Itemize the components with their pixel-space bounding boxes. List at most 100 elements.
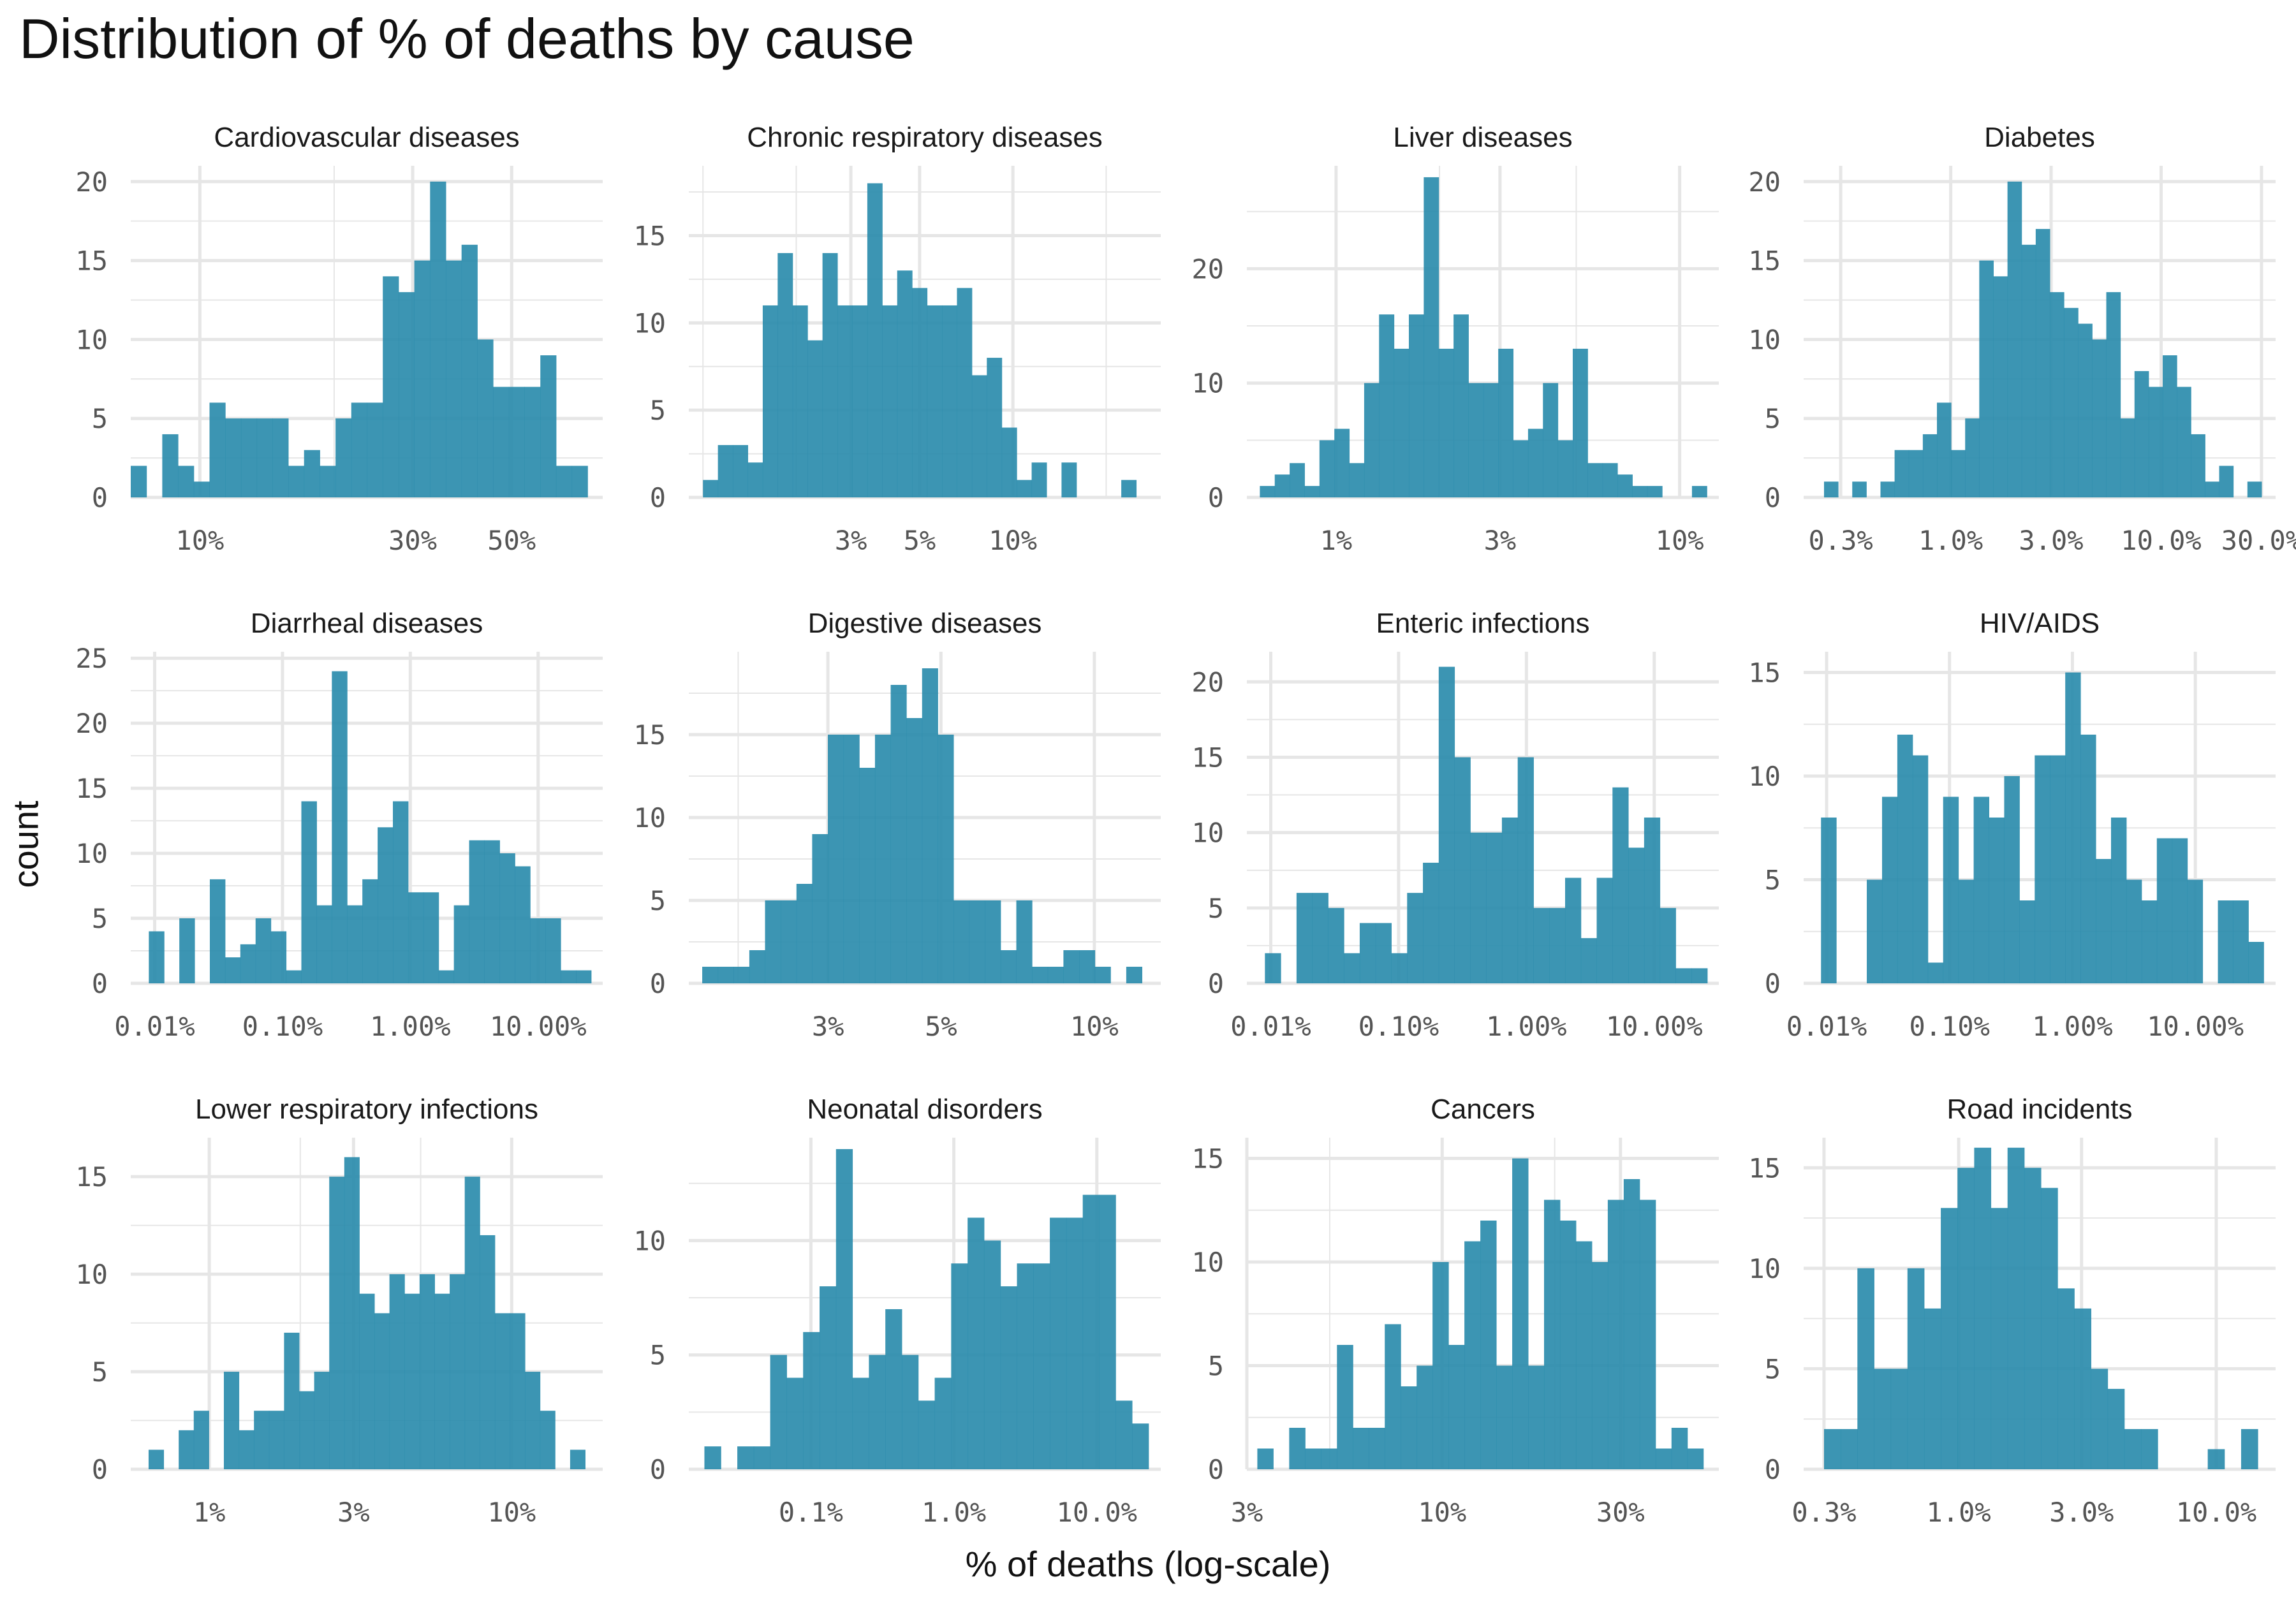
histogram-bar [1121, 480, 1137, 497]
histogram-bar [1951, 450, 1966, 497]
histogram-bar [1349, 463, 1365, 497]
histogram-bar [2248, 942, 2264, 983]
histogram-bar [179, 918, 195, 983]
x-axis-label: % of deaths (log-scale) [965, 1544, 1331, 1584]
histogram-bar [1912, 755, 1929, 983]
y-tick-label: 15 [633, 719, 666, 751]
y-tick-label: 15 [1191, 1143, 1224, 1175]
x-tick-label: 1.00% [370, 1011, 450, 1042]
histogram-bar [749, 950, 766, 983]
y-tick-label: 20 [1191, 253, 1224, 284]
histogram-bar [508, 386, 526, 497]
histogram-bar [1894, 450, 1910, 497]
histogram-bar [2134, 371, 2149, 497]
histogram-bar [1496, 1365, 1513, 1469]
histogram-bar [1841, 1428, 1858, 1469]
histogram-bar [1066, 1217, 1084, 1469]
histogram-bar [1989, 818, 2005, 983]
histogram-bar [2035, 229, 2050, 497]
facet-panel: Diabetes 0 5 10 15 20 0.3% 1.0% 3.0% 10.0% 30.0% [1748, 122, 2296, 556]
x-tick-label: 3.0% [2049, 1497, 2114, 1528]
histogram-bar [938, 735, 954, 983]
y-tick-label: 0 [1208, 1454, 1224, 1485]
histogram-bar [464, 1177, 480, 1469]
histogram-bar [374, 1313, 390, 1469]
x-tick-label: 10% [989, 525, 1037, 556]
histogram-bar [1559, 1221, 1577, 1469]
histogram-bar [1423, 862, 1439, 983]
histogram-bar [890, 685, 907, 983]
y-tick-label: 0 [92, 1454, 108, 1485]
histogram-bar [450, 1274, 466, 1469]
histogram-bar [2177, 386, 2191, 497]
histogram-bar [1375, 923, 1392, 983]
y-tick-label: 5 [1208, 893, 1224, 924]
histogram-bar [240, 418, 258, 497]
histogram-bar [1464, 1241, 1481, 1469]
histogram-bar [1821, 818, 1837, 983]
histogram-bar [1880, 481, 1895, 497]
histogram-bar [540, 1411, 556, 1469]
histogram-bar [1448, 1345, 1465, 1469]
histogram-bar [1572, 348, 1588, 497]
histogram-bar [1512, 1158, 1529, 1469]
histogram-bar [2106, 292, 2121, 497]
histogram-bar [1394, 348, 1409, 497]
histogram-bar [1922, 434, 1938, 497]
x-tick-label: 1.0% [1918, 525, 1983, 556]
facet-panel: Cardiovascular diseases 0 5 10 15 20 10% 30% 50% [75, 122, 603, 556]
histogram-bar [1957, 1168, 1975, 1469]
y-tick-label: 10 [1191, 818, 1224, 849]
histogram-bar [1334, 429, 1350, 497]
y-tick-label: 0 [1765, 482, 1781, 513]
histogram-bar [494, 1313, 510, 1469]
histogram-bar [240, 944, 256, 983]
histogram-bar [837, 305, 853, 497]
histogram-bar [1973, 796, 1990, 983]
histogram-bar [1289, 1428, 1306, 1469]
histogram-bar [393, 801, 409, 983]
histogram-bar [1296, 893, 1313, 983]
y-tick-label: 5 [1765, 1353, 1781, 1384]
histogram-bar [1881, 796, 1898, 983]
histogram-bar [968, 1217, 985, 1469]
histogram-bar [822, 253, 838, 497]
histogram-bar [1867, 879, 1883, 983]
histogram-bar [901, 1354, 919, 1469]
facet-panel: Neonatal disorders 0 5 10 0.1% 1.0% 10.0% [633, 1094, 1161, 1528]
histogram-bar [286, 970, 302, 983]
histogram-bar [359, 1293, 375, 1469]
histogram-bar [1290, 463, 1305, 497]
histogram-bar [2021, 244, 2036, 497]
facet-title: Neonatal disorders [807, 1094, 1042, 1125]
histogram-bar [2156, 838, 2173, 983]
histogram-bar [1001, 427, 1017, 497]
histogram-bar [733, 967, 750, 983]
histogram-bar [223, 1372, 240, 1469]
histogram-bar [2078, 323, 2093, 497]
histogram-bar [1974, 1147, 1992, 1469]
histogram-bar [1359, 923, 1376, 983]
x-tick-label: 1% [193, 1497, 226, 1528]
histogram-bar [2141, 900, 2158, 983]
y-tick-label: 15 [1748, 246, 1781, 277]
y-tick-label: 0 [650, 482, 666, 513]
histogram-bar [1486, 832, 1503, 983]
histogram-bar [255, 918, 272, 983]
x-tick-label: 30.0% [2221, 525, 2296, 556]
histogram-bar [254, 1411, 270, 1469]
histogram-bar [1628, 848, 1645, 983]
histogram-bar [332, 671, 348, 983]
histogram-bar [209, 402, 226, 497]
x-tick-label: 10.00% [1606, 1011, 1703, 1042]
histogram-bar [389, 1274, 405, 1469]
y-tick-label: 0 [1208, 968, 1224, 999]
histogram-bar [561, 970, 577, 983]
histogram-bar [1337, 1345, 1353, 1469]
histogram-bar [2064, 307, 2079, 497]
y-tick-label: 15 [1748, 1152, 1781, 1184]
histogram-bar [2163, 355, 2177, 497]
histogram-bar [329, 1177, 345, 1469]
histogram-bar [987, 358, 1003, 497]
histogram-bar [1032, 967, 1049, 983]
